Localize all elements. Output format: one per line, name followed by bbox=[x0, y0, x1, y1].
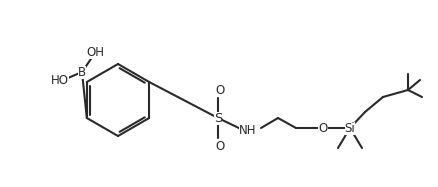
Text: NH: NH bbox=[239, 125, 257, 137]
Text: O: O bbox=[318, 122, 328, 134]
Text: Si: Si bbox=[345, 122, 355, 134]
Text: B: B bbox=[78, 65, 86, 79]
Text: O: O bbox=[215, 140, 225, 153]
Text: O: O bbox=[215, 84, 225, 96]
Text: HO: HO bbox=[51, 73, 69, 87]
Text: S: S bbox=[214, 111, 222, 125]
Text: OH: OH bbox=[86, 45, 104, 59]
